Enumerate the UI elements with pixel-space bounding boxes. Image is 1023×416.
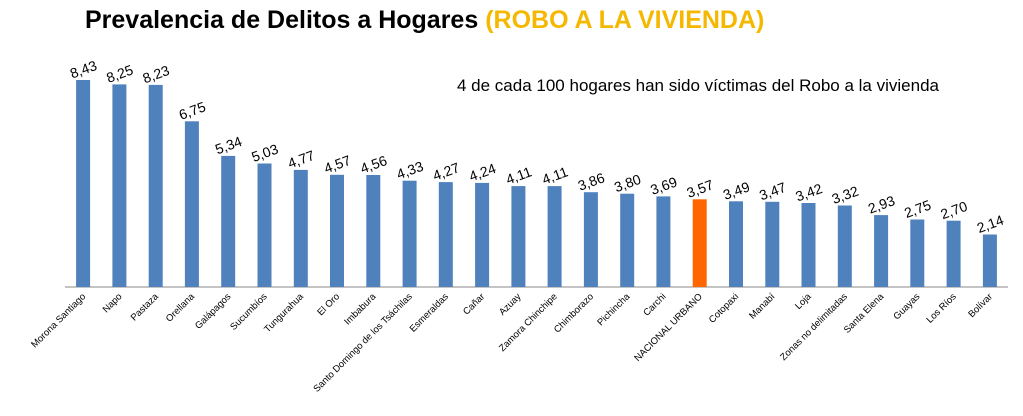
bar-value-label: 4,24 [467, 160, 498, 184]
x-tick-label: Guayas [891, 291, 922, 322]
bar-value-label: 2,14 [975, 212, 1006, 236]
x-tick-label: Pichincha [595, 291, 632, 328]
bar-value-label: 3,47 [757, 179, 788, 203]
bar [402, 180, 417, 287]
bar [112, 84, 127, 288]
bar-value-label: 6,75 [177, 98, 208, 122]
bar-value-label: 4,27 [431, 159, 462, 183]
bar-value-label: 3,49 [721, 178, 752, 202]
chart-title-highlight: (ROBO A LA VIVIENDA) [485, 6, 765, 34]
x-tick-label: Santa Elena [842, 291, 887, 336]
bar [76, 80, 91, 287]
x-tick-label: Pastaza [129, 291, 162, 324]
bar-value-label: 3,86 [576, 169, 607, 193]
bar-value-label: 5,34 [213, 133, 244, 157]
bar-value-label: 2,93 [866, 192, 897, 216]
bar [837, 205, 852, 287]
x-tick-label: Manabí [747, 291, 777, 321]
x-tick-label: Zonas no delimitadas [778, 291, 850, 363]
x-tick-label: El Oro [315, 291, 342, 318]
bar-value-label: 8,25 [104, 61, 135, 85]
x-tick-label: NACIONAL URBANO [632, 291, 704, 363]
bar [438, 182, 453, 287]
x-tick-label: Loja [793, 291, 814, 312]
bar-value-label: 8,23 [140, 62, 171, 86]
chart-title: Prevalencia de Delitos a Hogares (ROBO A… [85, 6, 764, 35]
bar-value-label: 3,69 [648, 173, 679, 197]
bar [801, 203, 816, 287]
bar [620, 193, 635, 287]
x-tick-label: Imbabura [342, 291, 379, 328]
bar-value-label: 5,03 [249, 141, 280, 165]
bar [293, 169, 308, 287]
chart-title-main: Prevalencia de Delitos a Hogares [85, 6, 479, 34]
bar-value-label: 4,56 [358, 152, 389, 176]
bar [765, 201, 780, 287]
bar [511, 186, 526, 287]
x-tick-label: Cotopaxi [707, 291, 741, 325]
bar [692, 199, 707, 287]
x-tick-label: Azuay [497, 291, 524, 318]
x-tick-label: Cañar [461, 291, 487, 317]
bar [729, 201, 743, 287]
bar [221, 155, 236, 287]
bar [547, 186, 562, 287]
bar [330, 174, 344, 287]
bar [982, 234, 997, 287]
bar-value-label: 4,11 [540, 163, 570, 187]
bar-value-label: 4,77 [286, 147, 317, 171]
bar-value-label: 3,32 [830, 183, 861, 207]
bar [910, 219, 925, 287]
bar-value-label: 8,43 [68, 57, 99, 81]
x-tick-label: Morona Santiago [29, 291, 88, 350]
bar-value-label: 4,33 [394, 158, 425, 182]
x-tick-label: Carchi [641, 291, 668, 318]
x-tick-label: Chimborazo [552, 291, 596, 335]
bar [656, 196, 671, 287]
x-tick-label: Tungurahua [262, 291, 306, 335]
bar-value-label: 4,11 [504, 163, 534, 187]
chart-annotation: 4 de cada 100 hogares han sido víctimas … [457, 76, 939, 95]
bar-value-label: 3,80 [612, 171, 643, 195]
x-tick-label: Napo [101, 291, 125, 315]
bar [946, 220, 961, 287]
bar-value-label: 4,57 [322, 152, 353, 176]
x-tick-label: Bolívar [966, 291, 995, 320]
bar [184, 121, 199, 287]
x-tick-label: Galápagos [193, 291, 233, 331]
bar-value-label: 2,75 [902, 197, 933, 221]
bar [257, 163, 272, 287]
bar [148, 84, 163, 288]
bar [583, 192, 598, 287]
x-tick-label: Esmeraldas [408, 291, 451, 334]
bar-value-label: 3,57 [684, 176, 715, 200]
bar [366, 175, 381, 287]
x-tick-label: Los Ríos [924, 291, 958, 325]
bar [475, 182, 490, 287]
bar-value-label: 2,70 [938, 198, 969, 222]
bar [874, 215, 889, 287]
bar-value-label: 3,42 [793, 180, 824, 204]
x-tick-label: Orellana [164, 291, 198, 325]
